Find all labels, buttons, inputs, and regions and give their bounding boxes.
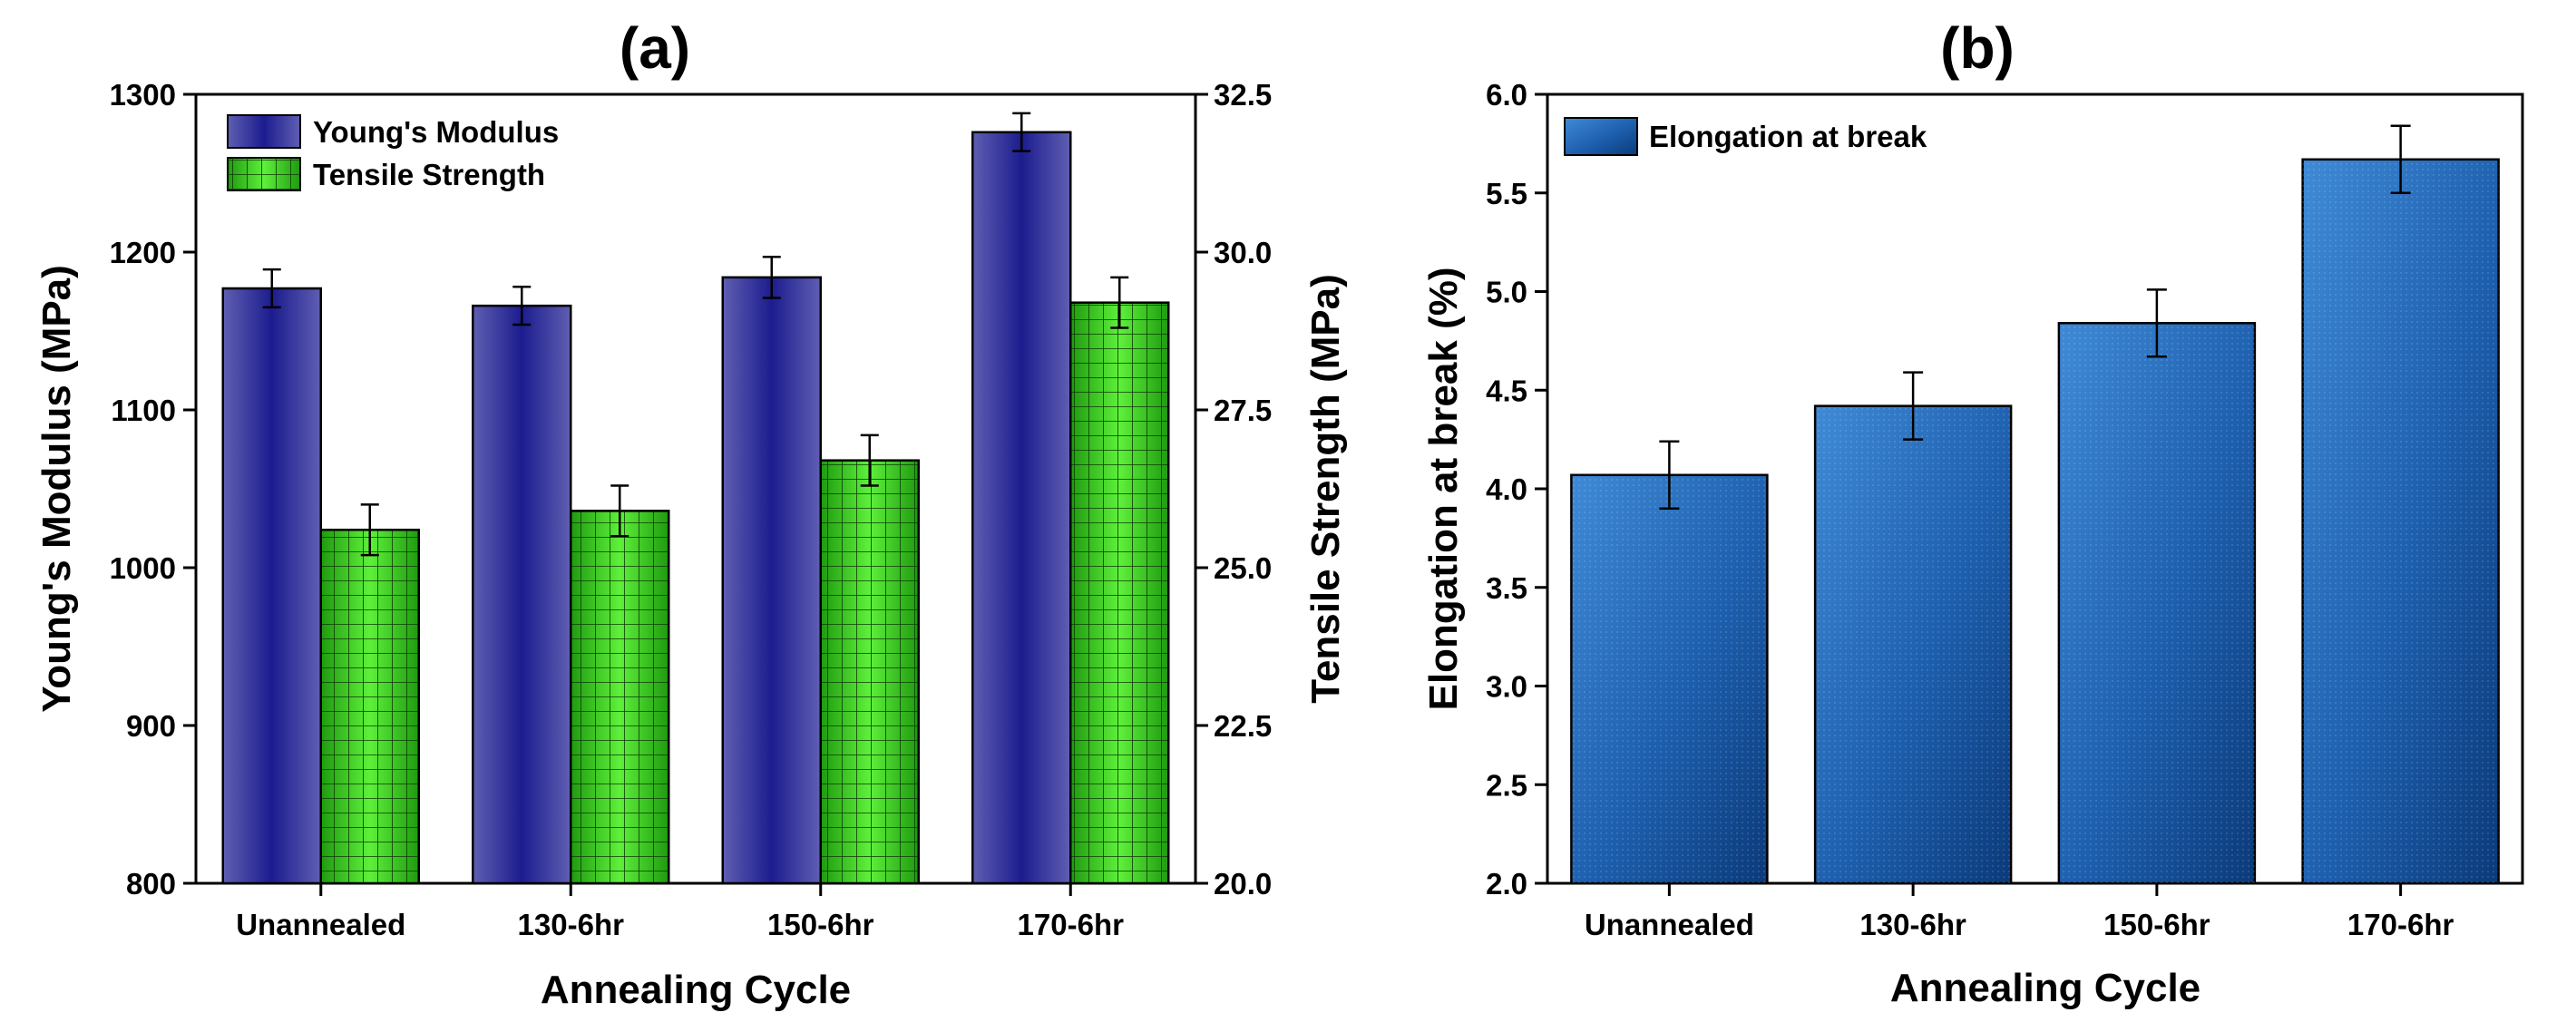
panel-b-xlabel: Annealing Cycle <box>1890 966 2200 1010</box>
panel-b-bars <box>1570 124 2500 885</box>
bar-tensile-strength-grid <box>319 528 420 885</box>
xtick-label: 150-6hr <box>2103 908 2210 941</box>
panel-a-xlabel: Annealing Cycle <box>541 968 851 1012</box>
panel-b-ylabel: Elongation at break (%) <box>1421 268 1466 711</box>
ytick-label: 1000 <box>110 551 176 585</box>
bar-elongation-texture <box>2058 323 2255 883</box>
panel-b-x-axis: Unannealed 130-6hr 150-6hr 170-6hr <box>1585 883 2454 941</box>
legend-swatch-elongation <box>1564 117 1638 156</box>
ytick-label: 4.0 <box>1486 472 1527 506</box>
ytick-label: 5.0 <box>1486 276 1527 309</box>
panel-b-title: (b) <box>1940 15 2015 81</box>
bar-elongation-texture <box>2302 159 2499 883</box>
panel-a-bars <box>221 112 1170 885</box>
ytick-label: 900 <box>126 709 176 743</box>
ytick-label: 3.0 <box>1486 670 1527 704</box>
xtick-label: Unannealed <box>236 908 405 941</box>
ytick-label: 3.5 <box>1486 571 1527 605</box>
legend-label-tensile-strength: Tensile Strength <box>313 158 545 191</box>
panel-a-x-axis: Unannealed 130-6hr 150-6hr 170-6hr <box>236 883 1124 941</box>
panel-a-right-axis: 20.0 22.5 25.0 27.5 30.0 32.5 <box>1195 78 1272 901</box>
ytick-label: 6.0 <box>1486 78 1527 112</box>
ytick-label: 1100 <box>111 394 176 427</box>
ytick-label: 1300 <box>110 78 176 112</box>
panel-a-ylabel: Young's Modulus (MPa) <box>34 265 79 713</box>
y2tick-label: 30.0 <box>1214 236 1272 269</box>
ytick-label: 1200 <box>110 236 176 269</box>
legend-swatch-youngs-modulus <box>227 114 301 149</box>
legend-swatch-tensile-strength-grid <box>228 158 300 190</box>
bar-elongation-texture <box>1815 405 2012 883</box>
panel-a-plot-frame <box>194 92 1197 885</box>
bar-tensile-strength-grid <box>819 459 920 885</box>
xtick-label: 130-6hr <box>518 908 625 941</box>
bar-youngs-modulus <box>971 131 1072 885</box>
bar-youngs-modulus <box>472 304 572 885</box>
bar-tensile-strength-grid <box>570 510 670 885</box>
y2tick-label: 32.5 <box>1214 78 1272 112</box>
panel-b-legend: Elongation at break <box>1564 117 1927 156</box>
bar-tensile-strength-grid <box>1069 301 1170 885</box>
legend-label-youngs-modulus: Young's Modulus <box>313 115 559 149</box>
ytick-label: 800 <box>126 867 176 901</box>
xtick-label: 170-6hr <box>2347 908 2454 941</box>
panel-b-y-axis: 2.0 2.5 3.0 3.5 4.0 4.5 5.0 5.5 6.0 <box>1486 78 1547 901</box>
bar-youngs-modulus <box>221 287 322 885</box>
ytick-label: 2.5 <box>1486 768 1527 802</box>
legend-label-elongation: Elongation at break <box>1649 120 1927 153</box>
y2tick-label: 27.5 <box>1214 394 1272 427</box>
panel-a-left-axis: 800 900 1000 1100 1200 1300 <box>110 78 196 901</box>
y2tick-label: 20.0 <box>1214 867 1272 901</box>
bar-elongation-texture <box>1571 474 1768 883</box>
panel-b: (b) 2.0 2.5 3.0 3.5 4.0 4.5 5.0 5.5 6.0 Unanneal… <box>1421 15 2524 1010</box>
xtick-label: 130-6hr <box>1859 908 1966 941</box>
panel-a-legend: Young's Modulus Tensile Strength <box>227 114 559 191</box>
ytick-label: 5.5 <box>1486 177 1527 210</box>
ytick-label: 4.5 <box>1486 374 1527 407</box>
panel-a-title: (a) <box>620 15 690 81</box>
bar-youngs-modulus <box>721 276 822 885</box>
xtick-label: 170-6hr <box>1018 908 1125 941</box>
y2tick-label: 25.0 <box>1214 551 1272 585</box>
ytick-label: 2.0 <box>1486 867 1527 901</box>
xtick-label: 150-6hr <box>767 908 874 941</box>
y2tick-label: 22.5 <box>1214 709 1272 743</box>
panel-a-y2label: Tensile Strength (MPa) <box>1303 274 1348 703</box>
xtick-label: Unannealed <box>1585 908 1754 941</box>
